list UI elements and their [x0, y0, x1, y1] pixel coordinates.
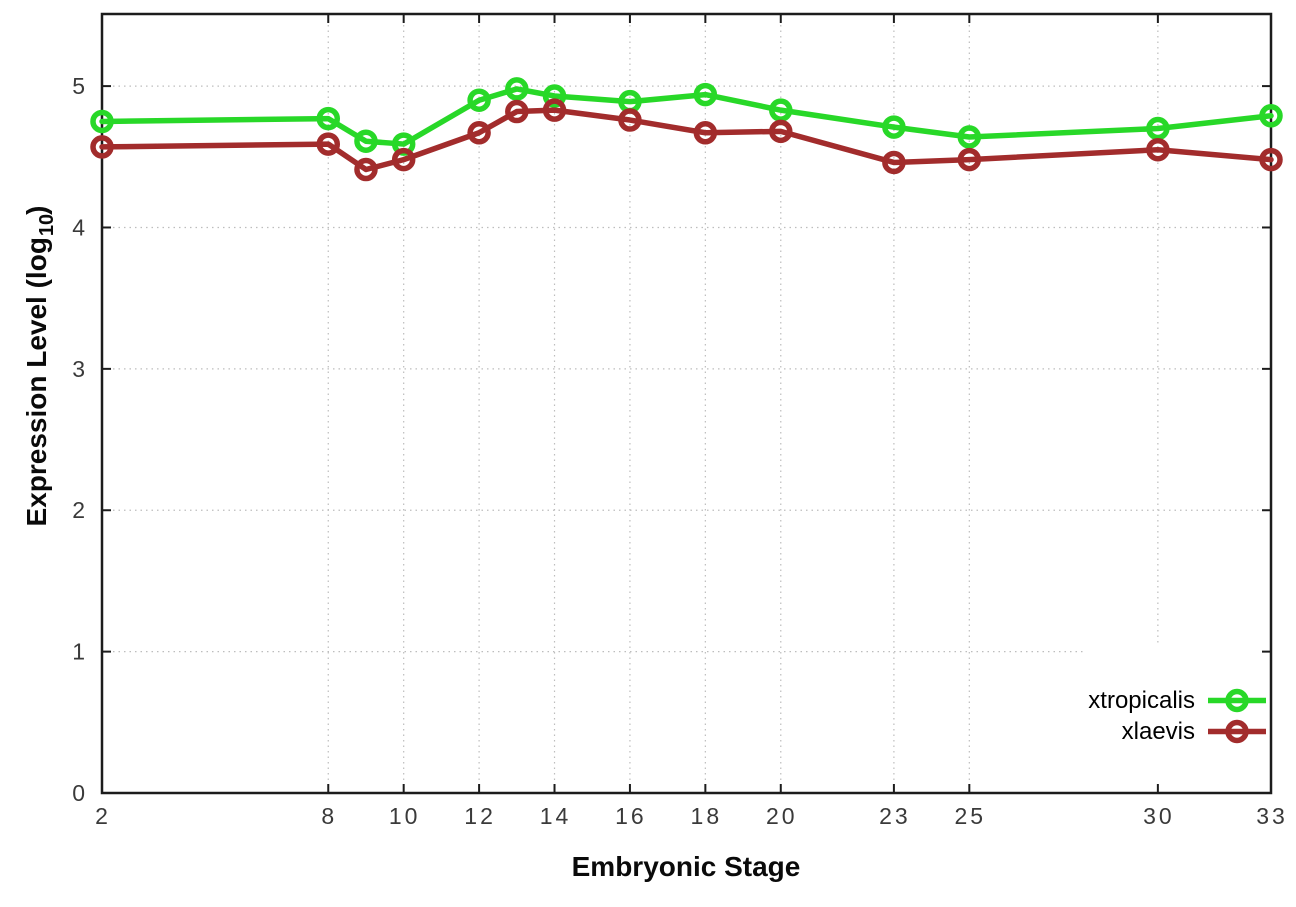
y-tick-label: 5	[72, 73, 88, 99]
data-point-xtropicalis	[505, 77, 529, 101]
data-point-xtropicalis	[1146, 116, 1170, 141]
legend-label-xtropicalis: xtropicalis	[1088, 686, 1195, 714]
data-point-xtropicalis	[90, 109, 114, 134]
x-tick-label: 20	[766, 803, 798, 829]
data-point-xlaevis	[505, 99, 529, 124]
data-point-xtropicalis	[957, 125, 982, 149]
legend-item-xtropicalis: xtropicalis	[1088, 686, 1266, 715]
data-point-xlaevis	[957, 147, 982, 172]
y-tick-label: 1	[72, 639, 88, 665]
data-point-xtropicalis	[542, 84, 567, 108]
data-point-xtropicalis	[882, 115, 906, 139]
x-tick-label: 16	[615, 803, 647, 829]
x-tick-label: 12	[464, 803, 496, 829]
data-point-xlaevis	[1259, 147, 1283, 172]
y-axis-title: Expression Level (log10)	[17, 85, 58, 647]
x-tick-label: 2	[95, 803, 111, 829]
data-point-xlaevis	[618, 108, 642, 132]
data-point-xlaevis	[693, 121, 718, 145]
y-tick-label: 4	[72, 214, 88, 240]
x-axis-title: Embryonic Stage	[571, 851, 801, 882]
x-tick-label: 10	[389, 803, 421, 829]
data-point-xlaevis	[882, 150, 906, 175]
data-point-xlaevis	[542, 98, 567, 122]
y-tick-label: 0	[72, 780, 88, 806]
data-point-xtropicalis	[1259, 104, 1283, 128]
data-point-xlaevis	[467, 121, 491, 145]
y-axis-title-subscript: 10	[36, 213, 58, 237]
x-tick-label: 25	[955, 803, 987, 829]
x-tick-label: 23	[879, 803, 911, 829]
legend-label-xlaevis: xlaevis	[1121, 717, 1195, 745]
x-tick-label: 8	[321, 803, 337, 829]
y-tick-label: 2	[72, 497, 88, 523]
legend-marker-xtropicalis-icon	[1208, 688, 1266, 713]
data-point-xlaevis	[354, 157, 378, 182]
plot-border	[100, 12, 1273, 795]
y-axis-title-text: Expression Level (log	[21, 237, 52, 527]
data-point-xtropicalis	[467, 88, 491, 112]
data-point-xlaevis	[1146, 137, 1170, 162]
data-point-xtropicalis	[769, 98, 793, 122]
legend-marker-xlaevis-icon	[1208, 719, 1266, 744]
data-point-xlaevis	[90, 135, 114, 159]
data-point-xtropicalis	[316, 106, 341, 131]
legend-item-xlaevis: xlaevis	[1088, 717, 1266, 746]
data-point-xlaevis	[316, 132, 341, 156]
data-point-xtropicalis	[354, 129, 378, 153]
x-tick-label: 14	[540, 803, 572, 829]
data-point-xtropicalis	[693, 82, 718, 107]
y-tick-label: 3	[72, 356, 88, 382]
legend-background	[1085, 645, 1269, 791]
data-point-xlaevis	[769, 119, 793, 144]
x-tick-label: 30	[1143, 803, 1175, 829]
x-tick-label: 18	[691, 803, 723, 829]
series-xtropicalis-line	[99, 86, 1274, 147]
data-point-xlaevis	[391, 147, 416, 172]
x-tick-label: 33	[1256, 803, 1288, 829]
legend: xtropicalis xlaevis	[1088, 686, 1266, 746]
